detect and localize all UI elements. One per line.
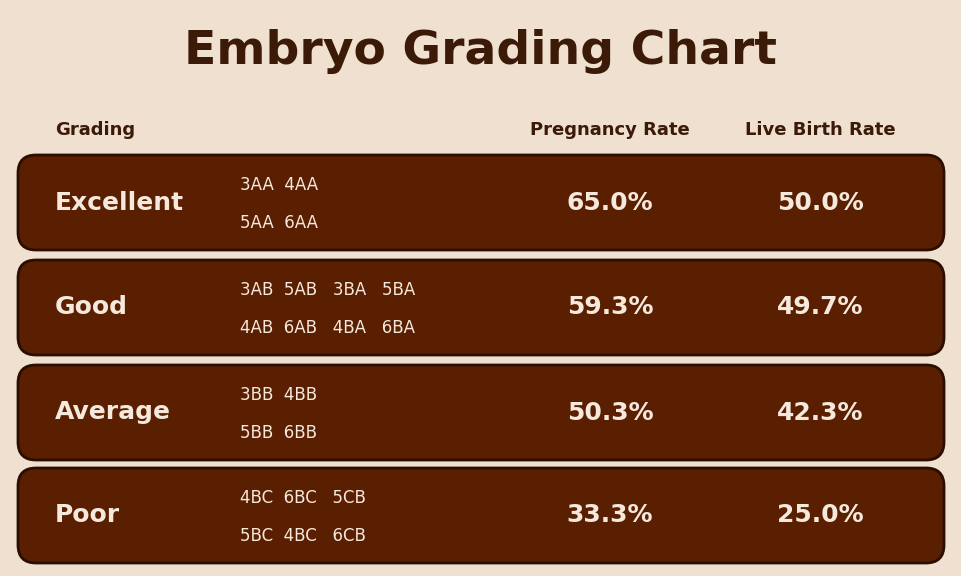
- Text: Good: Good: [55, 295, 128, 320]
- Text: 3AA  4AA: 3AA 4AA: [239, 176, 318, 195]
- Text: Excellent: Excellent: [55, 191, 184, 214]
- Text: Grading: Grading: [55, 121, 135, 139]
- Text: 5BB  6BB: 5BB 6BB: [239, 423, 317, 442]
- Text: Average: Average: [55, 400, 171, 425]
- Text: 50.3%: 50.3%: [566, 400, 653, 425]
- Text: 65.0%: 65.0%: [566, 191, 653, 214]
- Text: 3AB  5AB   3BA   5BA: 3AB 5AB 3BA 5BA: [239, 282, 415, 300]
- Text: Pregnancy Rate: Pregnancy Rate: [530, 121, 689, 139]
- Text: 5AA  6AA: 5AA 6AA: [239, 214, 318, 232]
- FancyBboxPatch shape: [18, 365, 943, 460]
- Text: 4BC  6BC   5CB: 4BC 6BC 5CB: [239, 490, 365, 507]
- Text: 4AB  6AB   4BA   6BA: 4AB 6AB 4BA 6BA: [239, 319, 414, 336]
- FancyBboxPatch shape: [18, 155, 943, 250]
- Text: 49.7%: 49.7%: [776, 295, 862, 320]
- Text: 33.3%: 33.3%: [566, 503, 653, 528]
- FancyBboxPatch shape: [18, 468, 943, 563]
- Text: 50.0%: 50.0%: [776, 191, 862, 214]
- Text: Live Birth Rate: Live Birth Rate: [744, 121, 895, 139]
- Text: Embryo Grading Chart: Embryo Grading Chart: [185, 29, 776, 74]
- Text: 25.0%: 25.0%: [776, 503, 862, 528]
- Text: Poor: Poor: [55, 503, 120, 528]
- Text: 42.3%: 42.3%: [776, 400, 862, 425]
- Text: 5BC  4BC   6CB: 5BC 4BC 6CB: [239, 526, 365, 544]
- FancyBboxPatch shape: [18, 260, 943, 355]
- Text: 59.3%: 59.3%: [566, 295, 653, 320]
- Text: 3BB  4BB: 3BB 4BB: [239, 386, 317, 404]
